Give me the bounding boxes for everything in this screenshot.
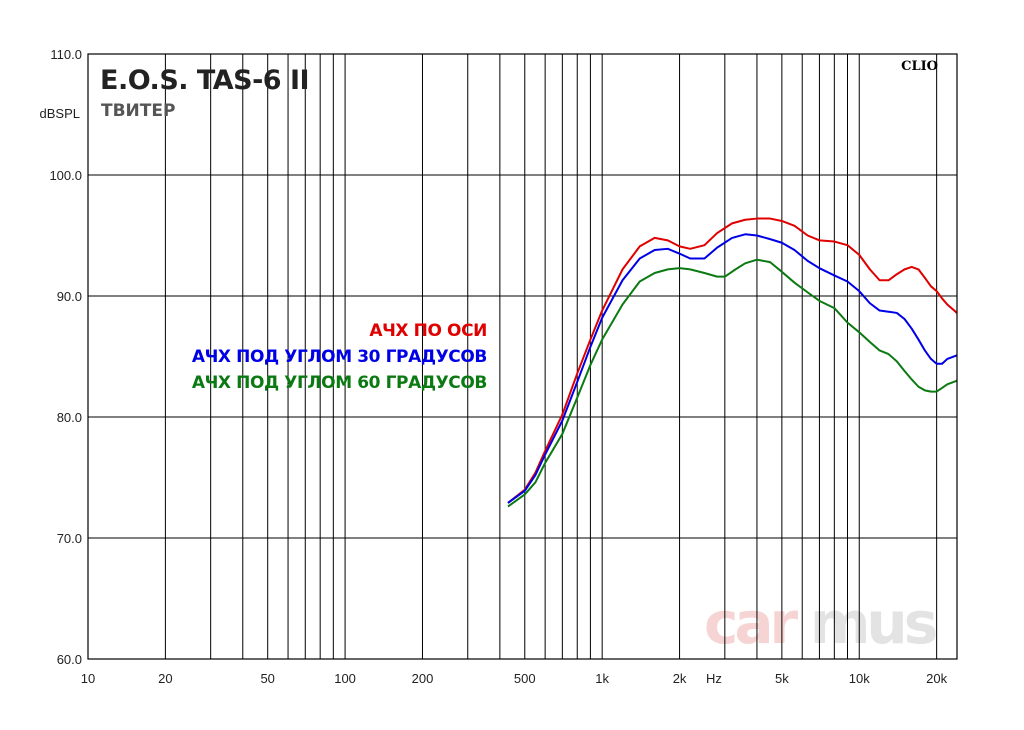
watermark: car mus	[704, 589, 940, 657]
watermark-text-b: mus	[810, 589, 936, 657]
x-tick-label: 500	[514, 671, 536, 686]
x-tick-label: 20	[158, 671, 172, 686]
plot-series	[507, 217, 958, 508]
clio-brand-label: CLIO	[901, 59, 938, 74]
legend-entry-1: АЧХ ПО ОСИ	[369, 321, 487, 341]
x-tick-label: 20k	[926, 671, 947, 686]
x-tick-label: 100	[334, 671, 356, 686]
y-axis-label: dBSPL	[40, 106, 80, 121]
x-tick-label: 10k	[849, 671, 870, 686]
watermark-text-a: car	[704, 589, 799, 657]
x-tick-label: 200	[412, 671, 434, 686]
y-tick-label: 100.0	[49, 168, 82, 183]
chart-title: E.O.S. TAS-6 II	[100, 65, 309, 96]
chart-legend: АЧХ ПО ОСИ АЧХ ПОД УГЛОМ 30 ГРАДУСОВ АЧХ П…	[192, 321, 488, 393]
plot-frame	[87, 53, 958, 660]
x-tick-label: 5k	[775, 671, 789, 686]
x-tick-label: 50	[260, 671, 274, 686]
y-tick-label: 70.0	[57, 531, 82, 546]
y-tick-label: 110.0	[50, 47, 82, 62]
y-tick-label: 80.0	[57, 410, 82, 425]
series-line-1	[507, 217, 958, 504]
x-tick-label: 10	[81, 671, 95, 686]
x-tick-label: 1k	[595, 671, 609, 686]
y-tick-label: 60.0	[57, 652, 82, 667]
y-tick-label: 90.0	[57, 289, 82, 304]
chart-subtitle: ТВИТЕР	[101, 101, 175, 121]
legend-entry-3: АЧХ ПОД УГЛОМ 60 ГРАДУСОВ	[192, 373, 487, 393]
x-tick-label: 2k	[673, 671, 687, 686]
series-line-3	[507, 258, 958, 508]
x-axis-unit-label: Hz	[706, 671, 722, 686]
series-line-2	[507, 233, 958, 504]
plot-axes: 60.0 70.0 80.0 90.0 100.0 110.0 10 20 50 100 200 50…	[49, 47, 958, 686]
legend-entry-2: АЧХ ПОД УГЛОМ 30 ГРАДУСОВ	[192, 347, 487, 367]
